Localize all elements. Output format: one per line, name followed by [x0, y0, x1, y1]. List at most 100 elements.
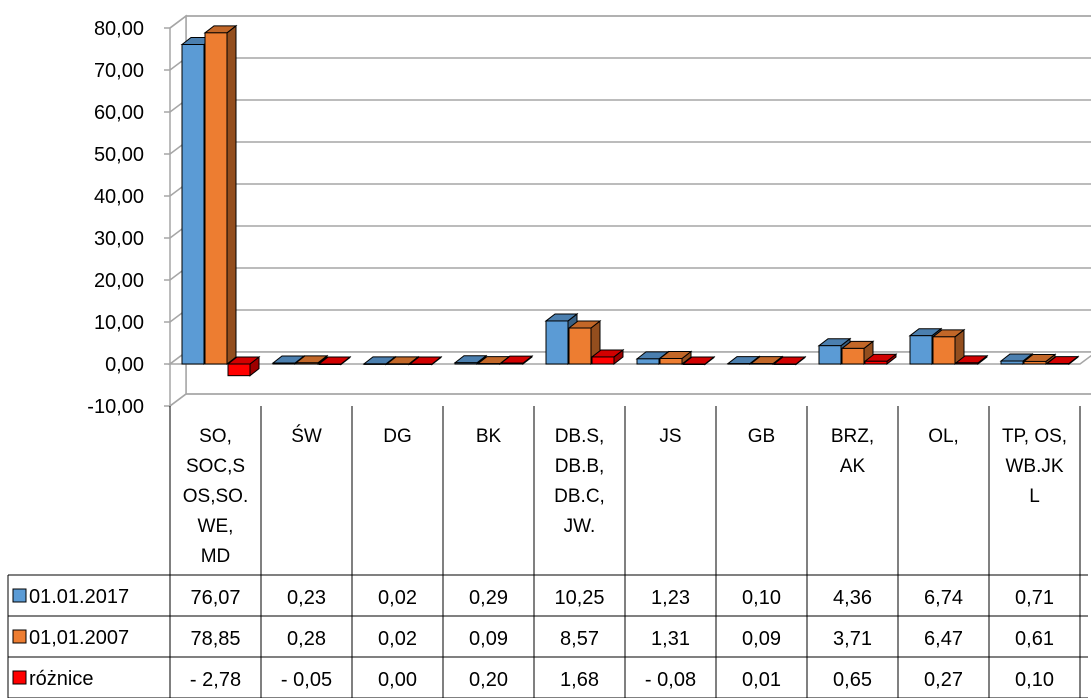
category-label: DB.C,: [554, 486, 605, 507]
bar: [681, 355, 716, 366]
gridline-side: [169, 393, 187, 407]
category-label: L: [1029, 486, 1040, 507]
bar: [408, 355, 443, 366]
y-tick-label: 60,00: [94, 102, 144, 124]
bar-front: [454, 362, 478, 365]
bar-front: [409, 363, 433, 365]
bar: [1045, 355, 1080, 366]
data-label: 4,36: [833, 587, 872, 609]
bar: [294, 354, 329, 366]
bar-front: [750, 363, 774, 365]
category-label: OL,: [928, 426, 959, 447]
data-label: 0,61: [1015, 628, 1054, 650]
bar: [203, 24, 238, 366]
bar-front: [204, 32, 228, 365]
category-label: DB.B,: [555, 456, 605, 477]
bar: [590, 348, 625, 366]
y-tick-label: 40,00: [94, 186, 144, 208]
data-label: 1,23: [651, 587, 690, 609]
bar-front: [864, 360, 888, 365]
legend-key: [12, 670, 27, 685]
data-label: 0,23: [287, 587, 326, 609]
data-label: 0,27: [924, 669, 963, 691]
bar: [772, 355, 807, 366]
data-label: 6,74: [924, 587, 963, 609]
y-tick-label: 50,00: [94, 144, 144, 166]
data-label: 0,09: [742, 628, 781, 650]
category-label: DG: [383, 426, 412, 447]
bar-front: [841, 347, 865, 365]
data-label: 0,00: [378, 669, 417, 691]
data-table: SO, SOC,S OS,SO. WE, MD ŚW DG BK DB.S, DB.B, DB.C,…: [7, 406, 1088, 698]
data-label: 0,29: [469, 587, 508, 609]
bar-front: [909, 335, 933, 365]
data-label: 0,01: [742, 669, 781, 691]
bar-front: [386, 363, 410, 365]
category-label: AK: [840, 456, 866, 477]
bar-front: [318, 363, 342, 365]
y-tick-label: 20,00: [94, 270, 144, 292]
data-label: 10,25: [554, 587, 604, 609]
gridline-side: [169, 15, 187, 29]
y-tick-label: 10,00: [94, 312, 144, 334]
data-label: 8,57: [560, 628, 599, 650]
data-label: 1,68: [560, 669, 599, 691]
category-label: DB.S,: [555, 426, 605, 447]
category-label: JS: [659, 426, 681, 447]
data-label: 6,47: [924, 628, 963, 650]
category-label: BRZ,: [831, 426, 874, 447]
category-label: SOC,S: [186, 456, 245, 477]
bar: [931, 328, 966, 366]
bar-front: [1000, 360, 1024, 365]
bar-front: [181, 44, 205, 365]
bar-front: [545, 320, 569, 365]
data-label: 0,10: [742, 587, 781, 609]
data-label: 0,71: [1015, 587, 1054, 609]
legend-key: [12, 588, 27, 603]
y-tick-label: 0,00: [105, 354, 144, 376]
y-tick-label: 30,00: [94, 228, 144, 250]
category-label: OS,SO.: [183, 486, 248, 507]
category-label: ŚW: [291, 425, 322, 447]
bar: [1022, 353, 1057, 366]
data-label: 76,07: [190, 587, 240, 609]
legend-key: [12, 629, 27, 644]
bar-front: [227, 363, 251, 377]
bar-front: [932, 336, 956, 365]
bars: [180, 24, 1080, 377]
y-tick-label: 70,00: [94, 60, 144, 82]
bar-front: [727, 363, 751, 365]
category-label: TP, OS,: [1002, 426, 1067, 447]
bar: [658, 350, 693, 366]
bar-front: [636, 358, 660, 365]
data-label: 0,02: [378, 587, 417, 609]
data-label: 0,28: [287, 628, 326, 650]
series-name: różnice: [29, 668, 93, 690]
bar-front: [568, 327, 592, 365]
bar-front: [477, 363, 501, 365]
bar: [863, 353, 898, 366]
data-label: 0,20: [469, 669, 508, 691]
bar-front: [591, 356, 615, 365]
category-label: BK: [476, 426, 502, 447]
category-label: GB: [748, 426, 775, 447]
bar-front: [272, 362, 296, 365]
data-label: 0,10: [1015, 669, 1054, 691]
data-label: - 0,05: [281, 669, 332, 691]
category-label: MD: [201, 546, 231, 567]
bar: [749, 355, 784, 366]
category-label: WB.JK: [1005, 456, 1063, 477]
y-axis-ticks: 80,00 70,00 60,00 50,00 40,00 30,00 20,00 10,00…: [87, 18, 144, 418]
data-label: - 2,78: [190, 669, 241, 691]
data-label: 78,85: [190, 628, 240, 650]
bar-front: [1023, 360, 1047, 365]
bar-front: [363, 363, 387, 365]
bar: [499, 355, 534, 366]
category-label: SO,: [199, 426, 232, 447]
y-tick-label: 80,00: [94, 18, 144, 40]
category-label: JW.: [564, 516, 596, 537]
bar: [726, 355, 761, 366]
bar-front: [295, 362, 319, 365]
data-label: 0,09: [469, 628, 508, 650]
